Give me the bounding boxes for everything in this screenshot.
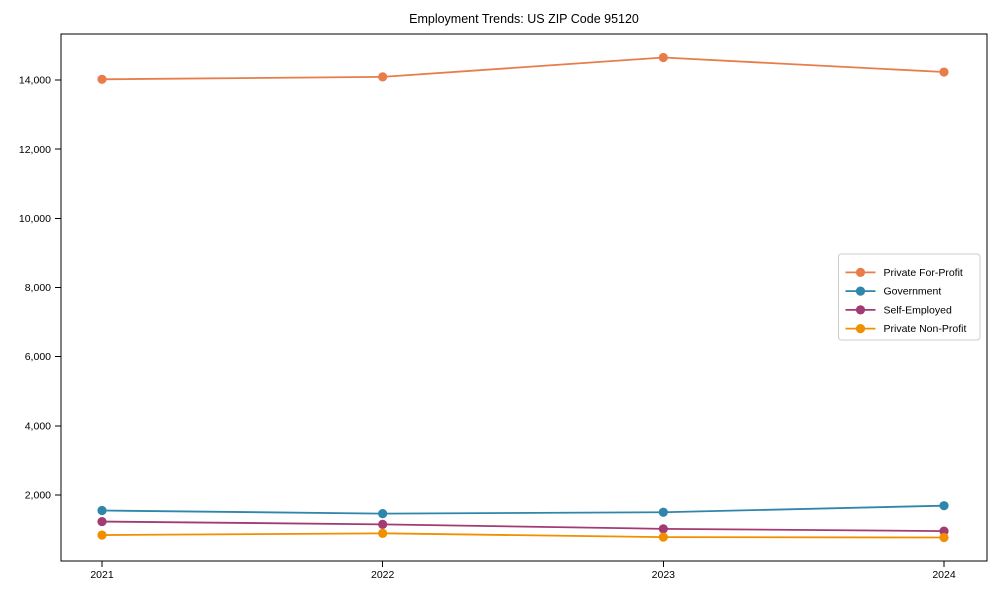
legend-label: Private For-Profit <box>884 267 963 279</box>
data-point-marker <box>378 509 388 519</box>
series-self-employed <box>97 516 949 536</box>
data-point-marker <box>97 530 107 540</box>
series-private-for-profit <box>97 52 949 84</box>
series-line <box>101 532 945 539</box>
legend-marker-icon <box>855 286 866 296</box>
series-line <box>101 56 945 81</box>
series-government <box>97 501 949 519</box>
data-point-marker <box>97 516 107 527</box>
data-point-marker <box>97 74 107 84</box>
data-point-marker <box>939 532 949 543</box>
legend-label: Government <box>884 286 942 298</box>
legend-entry-private-non-profit: Private Non-Profit <box>845 323 967 335</box>
data-point-marker <box>658 52 668 63</box>
data-point-marker <box>658 524 668 534</box>
data-point-marker <box>658 532 668 542</box>
y-tick-label: 2,000 <box>25 490 51 502</box>
legend-entry-private-for-profit: Private For-Profit <box>845 267 963 279</box>
legend: Private For-Profit Government Self-Employe… <box>838 253 981 341</box>
x-tick-label: 2021 <box>90 569 114 581</box>
legend-entry-government: Government <box>845 286 942 298</box>
legend-marker-icon <box>855 305 866 315</box>
data-point-marker <box>97 505 107 516</box>
series-line <box>101 520 945 532</box>
plot-area-border <box>60 33 988 562</box>
y-tick-label: 8,000 <box>25 282 51 294</box>
y-tick-label: 12,000 <box>19 144 51 156</box>
legend-label: Self-Employed <box>884 304 952 316</box>
data-point-marker <box>939 67 949 77</box>
y-tick-label: 14,000 <box>19 75 51 87</box>
legend-label: Private Non-Profit <box>884 323 967 335</box>
data-point-marker <box>378 72 388 82</box>
x-axis: 2021 2022 2023 2024 <box>90 561 956 581</box>
y-tick-label: 4,000 <box>25 420 51 432</box>
data-point-marker <box>939 501 949 511</box>
legend-box <box>838 253 981 341</box>
series-line <box>101 504 945 515</box>
legend-marker-icon <box>855 324 866 334</box>
series-private-non-profit <box>97 528 949 543</box>
data-point-marker <box>658 507 668 517</box>
x-tick-label: 2023 <box>652 569 676 581</box>
legend-entry-self-employed: Self-Employed <box>845 304 952 316</box>
legend-marker-icon <box>855 267 866 277</box>
y-axis: 2,000 4,000 6,000 8,000 10,000 12,000 14,000 <box>19 75 61 502</box>
chart-title: Employment Trends: US ZIP Code 95120 <box>409 12 639 26</box>
data-point-marker <box>939 526 949 536</box>
x-tick-label: 2024 <box>932 569 956 581</box>
x-tick-label: 2022 <box>371 569 395 581</box>
y-tick-label: 10,000 <box>19 213 51 225</box>
data-point-marker <box>378 519 388 529</box>
data-point-marker <box>378 528 388 538</box>
y-tick-label: 6,000 <box>25 351 51 363</box>
